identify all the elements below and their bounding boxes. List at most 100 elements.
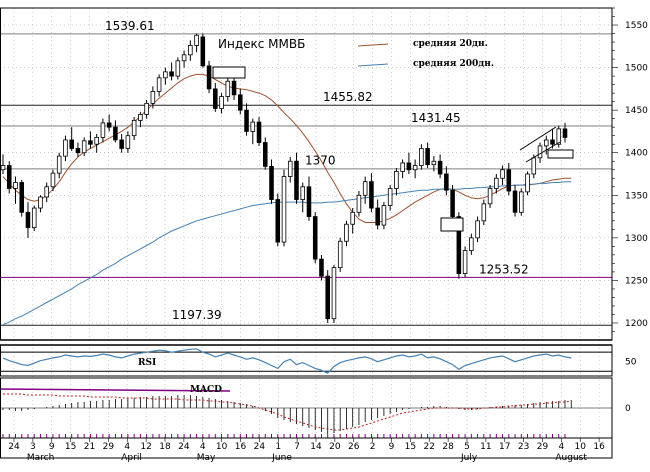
legend-swatch-sma20 xyxy=(357,43,389,47)
y-tick-label: 1450 xyxy=(625,106,648,116)
x-tick-label: 5 xyxy=(464,442,470,452)
candle-body xyxy=(475,220,480,239)
candle-body xyxy=(38,196,43,209)
chart-title: Индекс ММВБ xyxy=(218,37,305,51)
candle-body xyxy=(138,114,143,121)
candle-body xyxy=(250,121,256,132)
x-tick-label: 24 xyxy=(178,442,190,452)
level-label: 1539.61 xyxy=(105,19,155,33)
x-tick-label: 24 xyxy=(254,442,266,452)
candle-body xyxy=(487,188,493,205)
candle-body xyxy=(350,211,355,225)
candle-body xyxy=(94,136,99,145)
candle-body xyxy=(25,211,31,229)
rsi-line xyxy=(2,348,572,374)
candle-body xyxy=(188,45,193,56)
candle-body xyxy=(200,36,206,67)
candle-body xyxy=(412,165,418,171)
chart-text: Индекс ММВБ средняя 20дн. средняя 200дн.… xyxy=(138,37,494,395)
rsi-label: RSI xyxy=(138,358,156,368)
candle-body xyxy=(6,165,12,189)
x-tick-label: 21 xyxy=(84,442,95,452)
candle-body xyxy=(88,140,93,145)
candle-body xyxy=(456,216,462,274)
candle-body xyxy=(406,162,412,171)
candle-body xyxy=(244,109,249,132)
x-tick-label: 17 xyxy=(499,442,510,452)
candle-body xyxy=(44,186,49,198)
candle-body xyxy=(225,80,231,97)
x-tick-label: 26 xyxy=(348,442,360,452)
candle-body xyxy=(238,94,243,111)
rsi-tick-label: 50 xyxy=(625,358,637,368)
candle-body xyxy=(294,160,299,200)
panel-frame xyxy=(0,437,613,459)
candle-body xyxy=(331,267,337,320)
candle-body xyxy=(163,71,168,79)
macd-signal-line xyxy=(3,393,572,431)
candle-body xyxy=(100,122,106,138)
trend-line xyxy=(519,126,557,151)
candle-body xyxy=(144,102,149,115)
sma200-line xyxy=(2,181,572,326)
candle-body xyxy=(531,157,537,175)
candle-body xyxy=(512,190,518,213)
candle-body xyxy=(56,155,62,174)
candle-body xyxy=(556,128,562,145)
level-label: 1197.39 xyxy=(172,308,222,322)
x-tick-label: 23 xyxy=(518,442,529,452)
candle-body xyxy=(63,139,68,157)
candle-body xyxy=(400,162,405,172)
candle-body xyxy=(50,172,56,188)
x-tick-label: 29 xyxy=(537,442,549,452)
candle-body xyxy=(387,188,393,206)
candle-body xyxy=(119,139,124,149)
candle-body xyxy=(175,60,181,77)
legend-label-sma200: средняя 200дн. xyxy=(413,59,494,69)
y-tick-label: 1350 xyxy=(625,191,648,201)
candle-body xyxy=(469,237,474,252)
y-tick-label: 1300 xyxy=(625,234,648,244)
candle-body xyxy=(106,122,112,128)
x-tick-label: 22 xyxy=(424,442,435,452)
candle-body xyxy=(150,91,156,104)
x-tick-label: 16 xyxy=(235,442,247,452)
candle-body xyxy=(194,34,199,46)
candle-body xyxy=(431,160,437,166)
level-label: 1455.82 xyxy=(323,90,373,104)
candle-body xyxy=(369,181,374,209)
x-tick-label: 15 xyxy=(405,442,416,452)
candle-body xyxy=(344,223,349,242)
candle-body xyxy=(337,240,343,269)
candle-body xyxy=(262,142,268,167)
x-tick-label: 7 xyxy=(294,442,300,452)
candle-body xyxy=(275,199,281,243)
candle-body xyxy=(450,189,455,217)
y-tick-label: 1500 xyxy=(625,64,648,74)
candle-body xyxy=(13,182,18,189)
candle-body xyxy=(550,139,555,145)
candle-body xyxy=(181,54,187,62)
level-label: 1253.52 xyxy=(479,262,529,276)
marker-box xyxy=(547,149,574,159)
macd-tick-label: 0 xyxy=(625,404,631,414)
candle-body xyxy=(231,80,237,96)
x-tick-label: 18 xyxy=(159,442,171,452)
candle-body xyxy=(169,71,174,77)
candle-body xyxy=(256,121,262,143)
candle-body xyxy=(306,186,312,217)
x-tick-label: 1 xyxy=(275,442,281,452)
candle-body xyxy=(543,139,549,147)
candle-body xyxy=(325,275,330,320)
candle-body xyxy=(562,128,568,138)
x-tick-label: 14 xyxy=(310,442,322,452)
candle-body xyxy=(462,250,468,275)
candle-body xyxy=(287,160,293,177)
y-tick-label: 1550 xyxy=(625,21,648,31)
x-tick-label: 2 xyxy=(370,442,376,452)
candle-body xyxy=(319,258,324,277)
x-tick-label: 9 xyxy=(49,442,55,452)
x-tick-label: 4 xyxy=(559,442,565,452)
x-tick-label: 10 xyxy=(216,442,228,452)
